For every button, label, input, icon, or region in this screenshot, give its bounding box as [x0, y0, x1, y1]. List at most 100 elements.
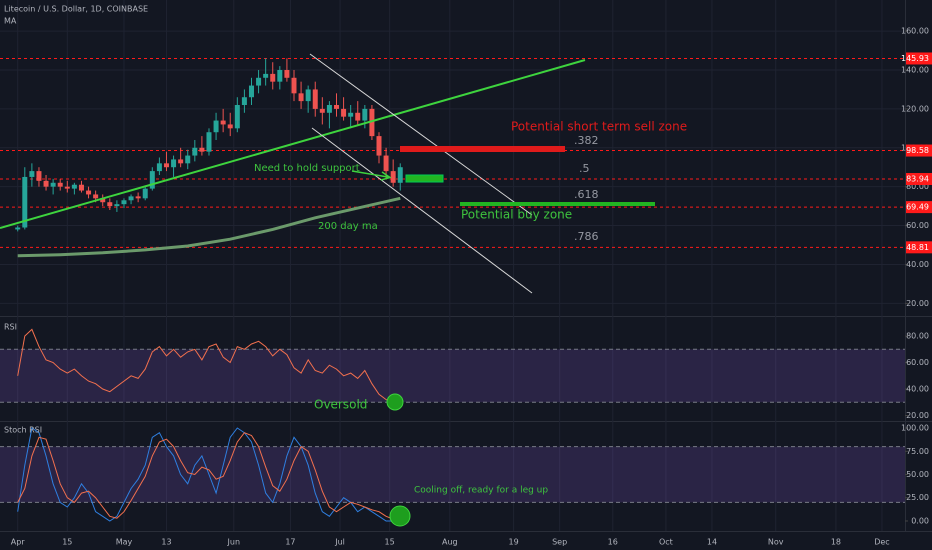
candle-body [15, 227, 21, 230]
candle-body [284, 70, 290, 78]
annotation: Need to hold support [254, 163, 360, 174]
candle-body [156, 163, 162, 172]
support-box [405, 174, 444, 183]
candle-body [78, 184, 84, 191]
fib-label: .786 [574, 230, 599, 243]
pane-title: Stoch RSI [4, 426, 42, 435]
y-tick-label: 80.00 [906, 332, 929, 341]
candle-body [270, 73, 276, 82]
marks [15, 58, 403, 522]
candle-body [22, 176, 28, 228]
y-tick-label: 60.00 [906, 221, 929, 230]
candle-body [29, 171, 35, 177]
candle-body [185, 155, 191, 164]
candle-body [376, 136, 382, 156]
level-label-box [906, 173, 932, 186]
x-tick-label: 16 [608, 538, 618, 547]
candle-body [397, 167, 403, 183]
candle-body [355, 112, 361, 121]
annotation: Oversold [314, 398, 367, 412]
candle-body [50, 182, 56, 187]
candle-body [277, 70, 283, 82]
candle-body [135, 196, 141, 199]
y-tick-label: 40.00 [906, 260, 929, 269]
x-tick-label: May [116, 538, 133, 547]
candle-body [71, 184, 77, 189]
level-label: 48.81 [906, 243, 929, 252]
candle-body [241, 97, 247, 105]
level-label-box [906, 241, 932, 254]
buy-zone [460, 202, 655, 206]
indicator-line [17, 328, 401, 403]
candle-body [383, 155, 389, 172]
y-tick-label: 50.00 [906, 470, 929, 479]
x-tick-label: Nov [768, 538, 784, 547]
candle-body [199, 147, 205, 152]
level-label-box [906, 144, 932, 157]
moving-average [17, 196, 401, 258]
x-tick-label: Oct [659, 538, 673, 547]
y-tick-label: 20.00 [906, 411, 929, 420]
x-tick-label: Sep [552, 538, 567, 547]
sell-zone [400, 146, 565, 152]
y-tick-label: 0.00 [911, 516, 929, 525]
candle-body [248, 85, 254, 98]
x-tick-label: 19 [509, 538, 519, 547]
x-tick-label: Aug [442, 538, 458, 547]
level-label: 145.93 [901, 54, 929, 63]
pane-title: RSI [4, 323, 17, 332]
oversold-marker [386, 393, 404, 411]
candle-body [220, 120, 226, 125]
candle-body [263, 73, 269, 78]
candle-body [107, 202, 113, 207]
trend-line [0, 59, 586, 229]
level-label-box [906, 52, 932, 65]
x-tick-label: Dec [874, 538, 889, 547]
candle-body [348, 112, 354, 117]
x-tick-label: 17 [285, 538, 295, 547]
y-tick-label: 25.00 [906, 493, 929, 502]
channel-line [309, 53, 533, 216]
arrow [351, 170, 389, 178]
candle-body [291, 77, 297, 94]
candle-body [64, 186, 70, 189]
chart-title: Litecoin / U.S. Dollar, 1D, COINBASE [4, 5, 148, 14]
x-tick-label: 13 [161, 538, 171, 547]
candle-body [171, 159, 177, 168]
candle-body [57, 182, 63, 187]
stoch-marker [389, 505, 411, 527]
candle-body [213, 120, 219, 133]
indicator-line [17, 427, 401, 522]
candle-body [178, 159, 184, 164]
candle-body [114, 204, 120, 207]
x-tick-label: Jun [227, 538, 241, 547]
candle-body [43, 180, 49, 187]
y-tick-label: 140.00 [901, 66, 929, 75]
candle-body [121, 200, 127, 205]
arrow-head [380, 171, 392, 181]
level-label-box [906, 201, 932, 214]
annotation: Cooling off, ready for a leg up [414, 486, 548, 496]
band [0, 349, 905, 403]
band [0, 446, 905, 503]
y-tick-label: 60.00 [906, 358, 929, 367]
candle-body [36, 171, 42, 181]
x-tick-label: 15 [385, 538, 395, 547]
candle-body [93, 194, 99, 199]
level-label: 69.49 [906, 203, 929, 212]
candle-body [149, 171, 155, 189]
level-label: 98.58 [906, 146, 929, 155]
indicator-label: MA [4, 17, 17, 26]
fib-label: .618 [574, 188, 599, 201]
annotation: Potential buy zone [461, 208, 572, 222]
x-tick-label: 18 [831, 538, 841, 547]
y-tick-label: 40.00 [906, 385, 929, 394]
x-tick-label: Jul [334, 538, 345, 547]
candle-body [128, 196, 134, 201]
candle-body [333, 105, 339, 109]
candle-body [319, 108, 325, 113]
candle-body [163, 163, 169, 168]
candle-body [341, 108, 347, 117]
candle-body [305, 89, 311, 102]
candle-body [312, 89, 318, 109]
